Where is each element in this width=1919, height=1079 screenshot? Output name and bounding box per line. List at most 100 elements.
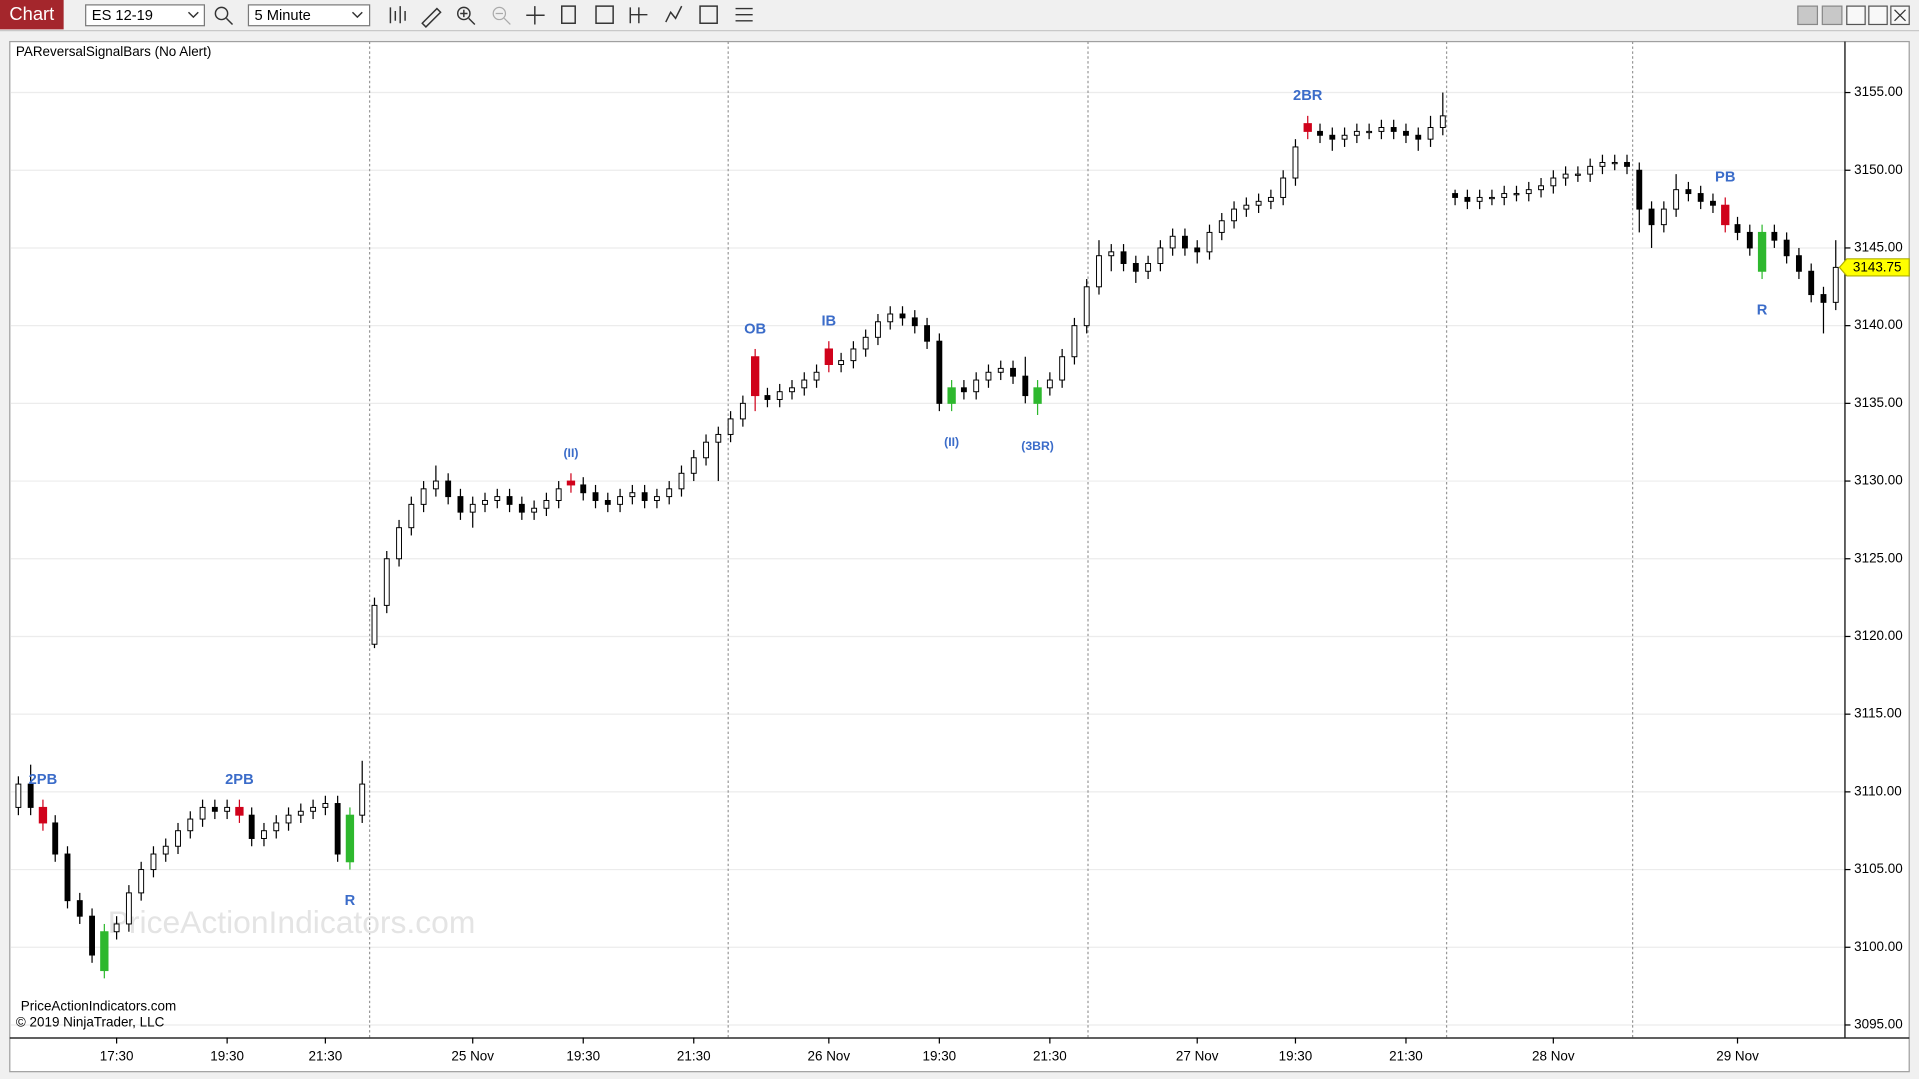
- candle-body: [1734, 224, 1741, 233]
- chart-trader-button[interactable]: [699, 5, 718, 24]
- candle-body: [1746, 231, 1753, 249]
- instrument-value[interactable]: ES 12-19: [92, 8, 153, 24]
- candle-body: [997, 367, 1004, 373]
- candle-body: [1157, 247, 1164, 264]
- candle-body: [985, 371, 992, 381]
- candle-body: [690, 457, 697, 474]
- footer-copyright: © 2019 NinjaTrader, LLC: [16, 1014, 165, 1029]
- candle-body: [1525, 189, 1532, 195]
- candle-body: [1378, 127, 1385, 132]
- candle-body: [947, 387, 956, 404]
- candle-body: [850, 348, 857, 362]
- zoom-out-button[interactable]: [492, 6, 507, 21]
- candle-body: [1083, 286, 1090, 327]
- candle-body: [629, 492, 636, 498]
- y-tick-label: 3095.00: [1854, 1017, 1903, 1032]
- indicators-button[interactable]: [629, 7, 648, 24]
- candle-body: [875, 321, 881, 338]
- instrument-dropdown[interactable]: [85, 4, 205, 27]
- templates-button[interactable]: [595, 5, 614, 24]
- candle-body: [1267, 196, 1274, 202]
- draw-button[interactable]: [421, 7, 442, 28]
- y-tick-label: 3130.00: [1854, 473, 1903, 488]
- chart-tab[interactable]: [0, 0, 64, 30]
- candle-body: [1513, 193, 1520, 196]
- zoom-out-icon[interactable]: [495, 12, 511, 25]
- candle-body: [813, 371, 820, 381]
- candle-body: [322, 803, 329, 808]
- bar-style-button[interactable]: [389, 6, 406, 24]
- candle-body: [543, 499, 550, 509]
- candle-body: [1464, 196, 1471, 202]
- search-button-handle[interactable]: [225, 17, 234, 25]
- candle-body: [273, 822, 280, 832]
- window-button[interactable]: [1797, 5, 1819, 26]
- strategies-button[interactable]: [665, 5, 683, 23]
- candle-body: [604, 499, 611, 505]
- candle-body: [580, 484, 587, 494]
- zoom-in-icon[interactable]: [460, 9, 476, 25]
- candle-body: [1783, 239, 1790, 257]
- dropdown-arrow[interactable]: [187, 11, 199, 19]
- candle-body: [1059, 356, 1066, 381]
- candle-body: [887, 313, 894, 323]
- candle-body: [1648, 208, 1655, 226]
- candle-body: [494, 496, 501, 501]
- close-icon[interactable]: [1894, 9, 1906, 22]
- watermark: PriceActionIndicators.com: [108, 904, 476, 940]
- candle-body: [666, 488, 673, 498]
- x-tick-label: 19:30: [923, 1049, 957, 1064]
- window-button[interactable]: [1821, 5, 1843, 26]
- candle-body: [1550, 177, 1557, 187]
- candle-body: [1685, 189, 1692, 195]
- candle-body: [1403, 130, 1409, 136]
- candle-body: [531, 507, 538, 513]
- candle-body: [1697, 193, 1704, 202]
- candle-body: [1562, 173, 1569, 179]
- candle-body: [678, 472, 685, 490]
- candle-body: [1108, 251, 1115, 257]
- y-tick-label: 3120.00: [1854, 628, 1903, 643]
- candle-body: [1501, 193, 1508, 198]
- candle-body: [1599, 161, 1606, 167]
- window-controls: [1797, 5, 1910, 26]
- candle-body: [396, 527, 402, 560]
- x-tick-label: 21:30: [309, 1049, 343, 1064]
- interval-value[interactable]: 5 Minute: [255, 8, 311, 24]
- chart-area: [9, 40, 1910, 1073]
- candle-body: [64, 853, 71, 902]
- y-tick-label: 3145.00: [1854, 239, 1903, 254]
- crosshair-button[interactable]: [526, 6, 545, 25]
- candle-body: [383, 558, 390, 606]
- candle-body: [1574, 173, 1581, 176]
- x-tick-label: 17:30: [100, 1049, 134, 1064]
- candle-body: [1611, 161, 1618, 165]
- candle-body: [1587, 165, 1594, 175]
- candle-body: [1046, 379, 1053, 389]
- y-tick-label: 3155.00: [1854, 84, 1903, 99]
- x-tick-label: 19:30: [1279, 1049, 1313, 1064]
- minimize-button[interactable]: [1846, 5, 1866, 26]
- candle-body: [924, 325, 931, 342]
- candle-body: [555, 488, 562, 501]
- x-tick-label: 28 Nov: [1532, 1049, 1575, 1064]
- candle-body: [899, 313, 906, 319]
- x-tick-label: 26 Nov: [808, 1049, 851, 1064]
- candle-body: [420, 488, 427, 505]
- interval-dropdown[interactable]: [247, 4, 371, 27]
- candle-body: [1476, 196, 1483, 202]
- candle-body: [1353, 130, 1360, 136]
- dropdown-arrow[interactable]: [351, 11, 363, 19]
- candle-body: [1317, 130, 1323, 136]
- search-button[interactable]: [214, 6, 229, 21]
- restore-button[interactable]: [1868, 5, 1888, 26]
- zoom-in-button[interactable]: [456, 6, 471, 21]
- chart-tab-label[interactable]: Chart: [9, 3, 54, 24]
- x-tick-label: 29 Nov: [1716, 1049, 1759, 1064]
- signal-label: (3BR): [1021, 439, 1054, 453]
- properties-button[interactable]: [561, 5, 576, 24]
- data-box-button[interactable]: [735, 7, 753, 22]
- candle-body: [235, 806, 244, 816]
- candle-body: [973, 379, 980, 393]
